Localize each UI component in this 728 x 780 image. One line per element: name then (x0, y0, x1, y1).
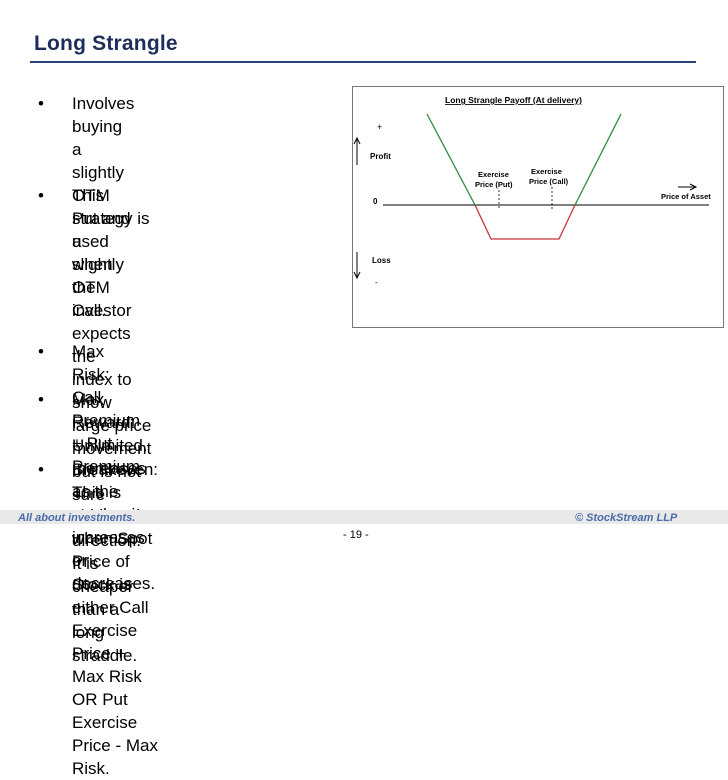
bullet-dot: • (38, 390, 44, 409)
chart-title: Long Strangle Payoff (At delivery) (445, 95, 582, 105)
bullet-text: Involves buying a slightly OTM Put and a… (72, 94, 135, 320)
payoff-diagram: Long Strangle Payoff (At delivery) + Pro… (352, 86, 724, 328)
profit-label: Profit (370, 152, 391, 161)
put-exercise-label-1: Exercise (478, 170, 509, 179)
payoff-loss-segment (474, 204, 576, 240)
profit-arrow-head (353, 136, 361, 145)
bullet-dot: • (38, 186, 44, 205)
bullet-dot: • (38, 94, 44, 113)
footer-copyright: © StockStream LLP (575, 512, 678, 524)
loss-arrow-head (353, 271, 361, 280)
zero-label: 0 (373, 197, 378, 206)
price-arrow-head (689, 183, 698, 191)
payoff-diagram-svg: Long Strangle Payoff (At delivery) + Pro… (353, 95, 711, 287)
footer-bar (0, 510, 728, 524)
call-exercise-label-2: Price (Call) (529, 177, 569, 186)
payoff-right-profit-segment (574, 113, 622, 206)
slide-title: Long Strangle (34, 32, 178, 55)
page-number: - 19 - (343, 529, 369, 541)
minus-label: - (375, 278, 378, 287)
footer-tagline: All about investments. (18, 512, 136, 524)
put-exercise-label-2: Price (Put) (475, 180, 513, 189)
payoff-left-profit-segment (426, 113, 476, 206)
plus-label: + (377, 122, 382, 132)
call-exercise-label-1: Exercise (531, 167, 562, 176)
bullet-text: Breakeven: This is achieved when Spot Pr… (72, 460, 158, 778)
x-axis-label: Price of Asset (661, 192, 711, 201)
bullet-dot: • (38, 342, 44, 361)
title-underline (30, 61, 696, 63)
bullet-text: Max Risk: Call Premium + Put Premium (72, 342, 141, 476)
loss-label: Loss (372, 256, 391, 265)
bullet-dot: • (38, 460, 44, 479)
